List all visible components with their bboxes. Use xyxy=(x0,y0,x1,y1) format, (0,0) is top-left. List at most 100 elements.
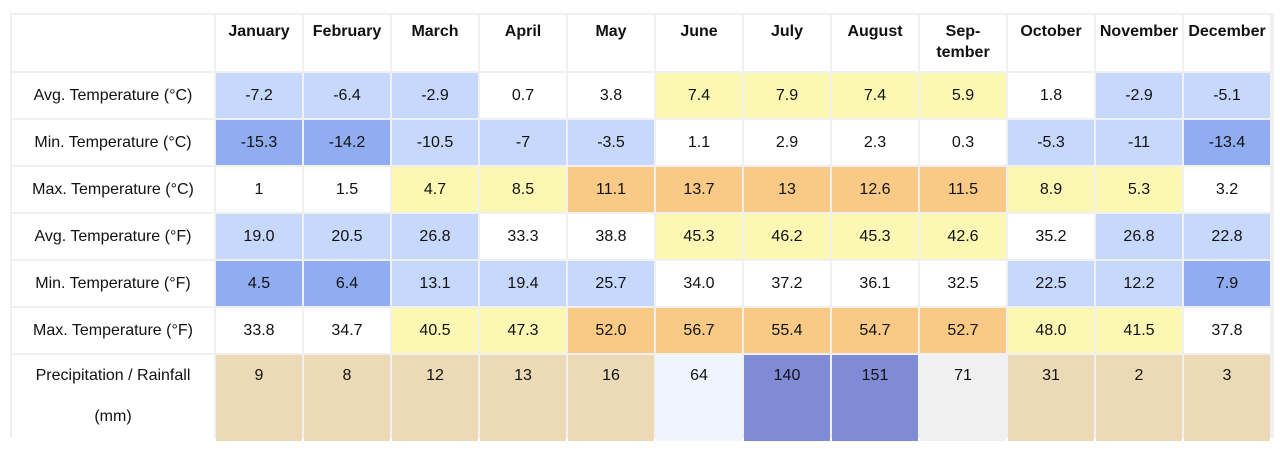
table-cell: 8.9 xyxy=(1008,167,1094,212)
table-cell: 47.3 xyxy=(480,308,566,353)
table-cell: 48.0 xyxy=(1008,308,1094,353)
table-cell: 22.8 xyxy=(1184,214,1270,259)
table-cell: -14.2 xyxy=(304,120,390,165)
table-cell: -11 xyxy=(1096,120,1182,165)
table-cell: 11.5 xyxy=(920,167,1006,212)
climate-table-panel: January February March April May June Ju… xyxy=(10,13,1274,441)
row-label: Max. Temperature (°C) xyxy=(12,167,214,212)
precipitation-cell: 8 xyxy=(304,355,390,441)
table-cell: -6.4 xyxy=(304,73,390,118)
table-cell: 13 xyxy=(744,167,830,212)
table-cell: 19.0 xyxy=(216,214,302,259)
month-header: November xyxy=(1096,15,1182,71)
table-cell: 5.3 xyxy=(1096,167,1182,212)
table-cell: 1.1 xyxy=(656,120,742,165)
month-header-september: Sep-tember xyxy=(920,15,1006,71)
table-row: Max. Temperature (°C) 1 1.5 4.7 8.5 11.1 13.7 1… xyxy=(12,167,1270,212)
table-cell: -15.3 xyxy=(216,120,302,165)
month-header: February xyxy=(304,15,390,71)
month-header: January xyxy=(216,15,302,71)
precipitation-label: Precipitation / Rainfall (mm) xyxy=(12,355,214,441)
table-cell: 32.5 xyxy=(920,261,1006,306)
climate-table: January February March April May June Ju… xyxy=(10,13,1272,443)
precipitation-label-line-2: (mm) xyxy=(94,408,132,425)
precipitation-row: Precipitation / Rainfall (mm) 9 8 12 13 16 64 14… xyxy=(12,355,1270,441)
table-cell: 41.5 xyxy=(1096,308,1182,353)
month-header: May xyxy=(568,15,654,71)
precipitation-cell: 64 xyxy=(656,355,742,441)
table-cell: 4.7 xyxy=(392,167,478,212)
precipitation-label-line-1: Precipitation / Rainfall xyxy=(35,367,191,384)
precipitation-cell: 3 xyxy=(1184,355,1270,441)
table-cell: 34.0 xyxy=(656,261,742,306)
precipitation-cell: 151 xyxy=(832,355,918,441)
table-cell: 7.4 xyxy=(656,73,742,118)
table-cell: 34.7 xyxy=(304,308,390,353)
table-cell: 38.8 xyxy=(568,214,654,259)
table-cell: 0.7 xyxy=(480,73,566,118)
row-label: Min. Temperature (°C) xyxy=(12,120,214,165)
table-cell: 33.8 xyxy=(216,308,302,353)
header-corner-cell xyxy=(12,15,214,71)
table-cell: 19.4 xyxy=(480,261,566,306)
month-header: October xyxy=(1008,15,1094,71)
precipitation-cell: 9 xyxy=(216,355,302,441)
table-cell: 4.5 xyxy=(216,261,302,306)
row-label: Min. Temperature (°F) xyxy=(12,261,214,306)
precipitation-cell: 71 xyxy=(920,355,1006,441)
precipitation-cell: 16 xyxy=(568,355,654,441)
table-cell: 46.2 xyxy=(744,214,830,259)
table-cell: 33.3 xyxy=(480,214,566,259)
table-cell: 20.5 xyxy=(304,214,390,259)
table-cell: 12.2 xyxy=(1096,261,1182,306)
table-cell: 37.8 xyxy=(1184,308,1270,353)
table-cell: 55.4 xyxy=(744,308,830,353)
precipitation-cell: 2 xyxy=(1096,355,1182,441)
month-header: December xyxy=(1184,15,1270,71)
month-header: March xyxy=(392,15,478,71)
climate-table-body: Avg. Temperature (°C) -7.2 -6.4 -2.9 0.7 3.8 7… xyxy=(12,73,1270,441)
table-cell: 45.3 xyxy=(832,214,918,259)
table-cell: 11.1 xyxy=(568,167,654,212)
table-cell: 3.2 xyxy=(1184,167,1270,212)
precipitation-cell: 31 xyxy=(1008,355,1094,441)
table-cell: 7.4 xyxy=(832,73,918,118)
table-cell: 36.1 xyxy=(832,261,918,306)
row-label: Avg. Temperature (°C) xyxy=(12,73,214,118)
table-cell: 40.5 xyxy=(392,308,478,353)
table-cell: 0.3 xyxy=(920,120,1006,165)
table-cell: -13.4 xyxy=(1184,120,1270,165)
month-header-row: January February March April May June Ju… xyxy=(12,15,1270,71)
september-line-1: Sep- xyxy=(945,23,981,40)
table-cell: 37.2 xyxy=(744,261,830,306)
table-cell: 35.2 xyxy=(1008,214,1094,259)
month-header: August xyxy=(832,15,918,71)
table-cell: 26.8 xyxy=(1096,214,1182,259)
table-cell: 12.6 xyxy=(832,167,918,212)
table-cell: 26.8 xyxy=(392,214,478,259)
table-cell: 6.4 xyxy=(304,261,390,306)
table-cell: 42.6 xyxy=(920,214,1006,259)
table-cell: 13.1 xyxy=(392,261,478,306)
table-cell: 1.5 xyxy=(304,167,390,212)
table-row: Avg. Temperature (°C) -7.2 -6.4 -2.9 0.7 3.8 7… xyxy=(12,73,1270,118)
table-cell: 8.5 xyxy=(480,167,566,212)
row-label: Avg. Temperature (°F) xyxy=(12,214,214,259)
table-row: Min. Temperature (°C) -15.3 -14.2 -10.5 -7 -3… xyxy=(12,120,1270,165)
table-cell: 1.8 xyxy=(1008,73,1094,118)
table-cell: 52.7 xyxy=(920,308,1006,353)
table-cell: 2.3 xyxy=(832,120,918,165)
table-cell: 56.7 xyxy=(656,308,742,353)
table-cell: -5.3 xyxy=(1008,120,1094,165)
precipitation-cell: 140 xyxy=(744,355,830,441)
table-cell: 7.9 xyxy=(1184,261,1270,306)
table-cell: -3.5 xyxy=(568,120,654,165)
table-cell: 7.9 xyxy=(744,73,830,118)
table-cell: 45.3 xyxy=(656,214,742,259)
month-header: April xyxy=(480,15,566,71)
table-cell: 3.8 xyxy=(568,73,654,118)
precipitation-cell: 12 xyxy=(392,355,478,441)
month-header: June xyxy=(656,15,742,71)
table-cell: 25.7 xyxy=(568,261,654,306)
month-header: July xyxy=(744,15,830,71)
